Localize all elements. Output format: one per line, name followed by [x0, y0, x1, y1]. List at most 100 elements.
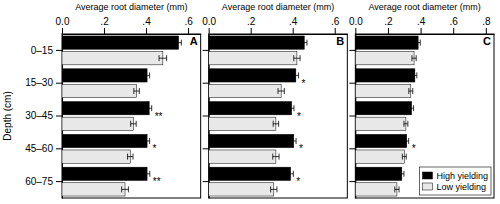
error-cap [412, 88, 413, 94]
bar [209, 134, 294, 147]
bar [62, 117, 133, 130]
bar [355, 84, 410, 97]
legend: High yieldingLow yielding [419, 167, 491, 195]
error-cap [296, 138, 297, 144]
x-tick-label: 0.0 [202, 16, 216, 27]
error-cap [293, 105, 294, 111]
error-line [302, 42, 307, 43]
x-tick-label: .4 [417, 16, 426, 27]
error-bar [134, 88, 139, 94]
error-bar [395, 186, 399, 192]
legend-swatch [422, 183, 432, 190]
y-tick [349, 148, 355, 149]
y-tick-mark [349, 83, 355, 84]
y-tick-label: 15–30 [25, 77, 53, 88]
error-line [159, 58, 167, 59]
error-cap [403, 171, 404, 177]
x-tick-label: .4 [142, 16, 151, 27]
error-line [271, 189, 277, 190]
annotation: * [297, 111, 301, 122]
x-axis-line [356, 34, 495, 35]
y-tick-mark [349, 116, 355, 117]
error-bar [273, 121, 278, 127]
error-bar [413, 72, 417, 78]
x-tick-mark [146, 28, 147, 34]
bar [62, 52, 163, 65]
legend-item: Low yielding [422, 182, 486, 192]
y-tick-mark [349, 181, 355, 182]
error-line [273, 156, 279, 157]
error-line [131, 123, 136, 124]
error-cap [278, 88, 279, 94]
x-tick-mark [486, 28, 487, 34]
error-cap [133, 88, 134, 94]
chart: 0.0.2.4.60–1515–3030–4545–6060–75*****AA… [0, 0, 500, 204]
error-line [147, 108, 152, 109]
error-line [145, 140, 150, 141]
x-tick-label: .6 [331, 16, 340, 27]
error-cap [293, 72, 294, 78]
annotation: * [302, 78, 306, 89]
error-line [278, 91, 284, 92]
error-cap [411, 55, 412, 61]
y-tick-mark [203, 116, 209, 117]
error-cap [416, 40, 417, 46]
x-tick-label: 0.0 [349, 16, 363, 27]
x-axis-title: Average root diameter (mm) [75, 2, 187, 12]
x-axis: 0.0.2.4.6.8 [349, 16, 495, 35]
x-tick-mark [355, 28, 356, 34]
error-cap [270, 186, 271, 192]
series [355, 52, 416, 196]
y-tick-mark [56, 181, 62, 182]
error-bar [409, 88, 413, 94]
error-cap [406, 154, 407, 160]
bar [355, 69, 415, 82]
x-axis: 0.0.2.4.6 [56, 16, 202, 35]
error-cap [149, 138, 150, 144]
error-cap [399, 186, 400, 192]
annotation: ** [155, 111, 163, 122]
x-tick-mark [251, 28, 252, 34]
error-line [291, 140, 296, 141]
error-bar [293, 72, 298, 78]
error-cap [284, 88, 285, 94]
legend-label: Low yielding [436, 182, 486, 192]
error-cap [407, 121, 408, 127]
x-tick: .4 [417, 16, 426, 34]
plot-area [209, 36, 307, 196]
error-line [289, 108, 294, 109]
error-line [416, 42, 420, 43]
bar [209, 183, 274, 196]
y-tick: 60–75 [25, 176, 62, 187]
x-tick-label: .2 [247, 16, 256, 27]
error-cap [136, 121, 137, 127]
y-tick-mark [56, 148, 62, 149]
error-cap [175, 40, 176, 46]
x-axis-line [209, 34, 348, 35]
error-bar [291, 138, 296, 144]
legend-item: High yielding [422, 171, 488, 181]
x-tick: .8 [482, 16, 491, 34]
legend-frame [419, 167, 491, 195]
y-tick-mark [203, 148, 209, 149]
error-line [405, 140, 409, 141]
x-tick-mark [104, 28, 105, 34]
x-tick-label: .4 [289, 16, 298, 27]
bar [62, 167, 147, 180]
bar [62, 84, 137, 97]
error-cap [128, 186, 129, 192]
y-tick [349, 50, 355, 51]
panel-label: A [190, 35, 198, 47]
error-bar [144, 171, 149, 177]
error-line [395, 189, 399, 190]
error-bar [400, 171, 404, 177]
bar [209, 69, 296, 82]
panel: 0.0.2.4.60–1515–3030–4545–6060–75*****AA… [2, 2, 201, 199]
error-cap [416, 72, 417, 78]
error-line [294, 58, 300, 59]
y-axis: 0–1515–3030–4545–6060–75 [25, 35, 62, 199]
error-line [122, 189, 129, 190]
legend-label: High yielding [436, 171, 488, 181]
plot-area [355, 36, 420, 196]
x-tick: .2 [247, 16, 256, 34]
